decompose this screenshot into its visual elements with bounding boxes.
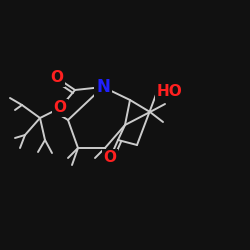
Text: O: O [104,150,117,166]
Text: O: O [54,100,66,116]
Text: N: N [96,78,110,96]
Text: O: O [50,70,64,86]
Text: HO: HO [157,84,183,100]
